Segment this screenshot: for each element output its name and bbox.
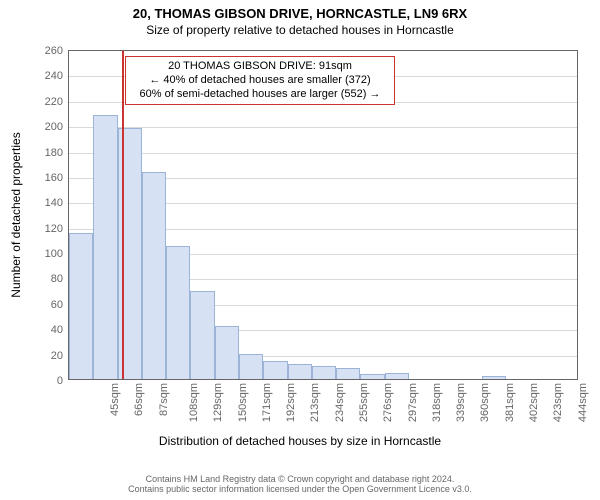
histogram-bar xyxy=(239,354,263,379)
histogram-bar xyxy=(215,326,239,379)
y-tick-label: 220 xyxy=(45,96,69,108)
histogram-bar xyxy=(385,373,409,379)
y-tick-label: 240 xyxy=(45,70,69,82)
x-tick-label: 444sqm xyxy=(577,383,589,422)
histogram-bar xyxy=(142,172,166,379)
histogram-bar xyxy=(93,115,117,379)
y-tick-label: 140 xyxy=(45,197,69,209)
x-tick-label: 108sqm xyxy=(188,383,200,422)
x-tick-label: 297sqm xyxy=(407,383,419,422)
reference-line xyxy=(122,51,124,379)
y-tick-label: 100 xyxy=(45,248,69,260)
x-tick-label: 339sqm xyxy=(455,383,467,422)
histogram-bar xyxy=(482,376,506,379)
chart-container: 20, THOMAS GIBSON DRIVE, HORNCASTLE, LN9… xyxy=(0,0,600,500)
histogram-bar xyxy=(288,364,312,379)
x-tick-label: 171sqm xyxy=(261,383,273,422)
annotation-box: 20 THOMAS GIBSON DRIVE: 91sqm ← 40% of d… xyxy=(125,56,395,105)
x-tick-label: 213sqm xyxy=(310,383,322,422)
annotation-line-1: 20 THOMAS GIBSON DRIVE: 91sqm xyxy=(132,60,388,74)
annotation-line-3: 60% of semi-detached houses are larger (… xyxy=(132,88,388,102)
histogram-bar xyxy=(312,366,336,379)
x-tick-label: 360sqm xyxy=(480,383,492,422)
x-tick-label: 381sqm xyxy=(504,383,516,422)
annotation-line-2: ← 40% of detached houses are smaller (37… xyxy=(132,74,388,88)
x-tick-label: 318sqm xyxy=(431,383,443,422)
x-tick-label: 402sqm xyxy=(528,383,540,422)
chart-area: Number of detached properties 0 20 40 60 80 1… xyxy=(0,0,600,500)
grid-line xyxy=(69,127,577,128)
y-tick-label: 60 xyxy=(51,299,69,311)
x-tick-label: 150sqm xyxy=(237,383,249,422)
x-tick-label: 234sqm xyxy=(334,383,346,422)
histogram-bar xyxy=(69,233,93,379)
histogram-bar xyxy=(166,246,190,379)
x-tick-label: 192sqm xyxy=(285,383,297,422)
y-tick-label: 120 xyxy=(45,223,69,235)
y-tick-label: 40 xyxy=(51,324,69,336)
credit-line-1: Contains HM Land Registry data © Crown c… xyxy=(0,474,600,484)
x-tick-label: 129sqm xyxy=(212,383,224,422)
y-tick-label: 200 xyxy=(45,121,69,133)
y-tick-label: 20 xyxy=(51,350,69,362)
x-tick-label: 66sqm xyxy=(133,383,145,416)
x-tick-label: 45sqm xyxy=(109,383,121,416)
x-tick-label: 423sqm xyxy=(552,383,564,422)
y-tick-label: 260 xyxy=(45,45,69,57)
x-tick-label: 87sqm xyxy=(158,383,170,416)
y-tick-label: 180 xyxy=(45,147,69,159)
credit-block: Contains HM Land Registry data © Crown c… xyxy=(0,474,600,494)
y-tick-label: 160 xyxy=(45,172,69,184)
x-axis-title: Distribution of detached houses by size … xyxy=(0,434,600,448)
histogram-bar xyxy=(190,291,214,379)
histogram-bar xyxy=(360,374,384,379)
y-tick-label: 0 xyxy=(57,375,69,387)
y-tick-label: 80 xyxy=(51,273,69,285)
credit-line-2: Contains public sector information licen… xyxy=(0,484,600,494)
histogram-bar xyxy=(336,368,360,379)
y-axis-title: Number of detached properties xyxy=(9,132,23,297)
x-tick-label: 276sqm xyxy=(382,383,394,422)
grid-line xyxy=(69,153,577,154)
x-tick-label: 255sqm xyxy=(358,383,370,422)
histogram-bar xyxy=(263,361,287,379)
